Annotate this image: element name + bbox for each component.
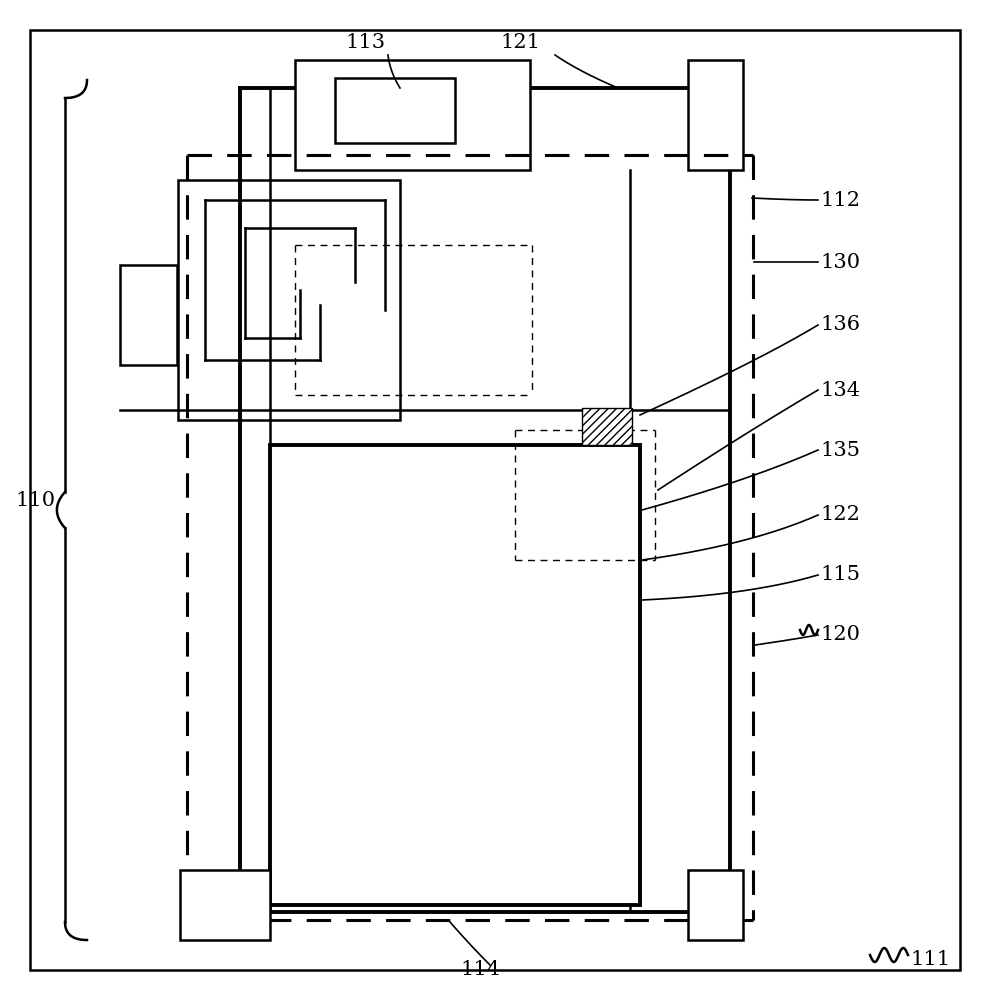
Text: 115: 115 xyxy=(819,566,859,584)
Bar xyxy=(687,870,743,940)
Text: 134: 134 xyxy=(819,380,859,399)
Text: 120: 120 xyxy=(819,626,859,645)
Text: 121: 121 xyxy=(500,33,540,52)
Bar xyxy=(178,180,400,420)
Bar xyxy=(581,408,631,445)
Text: 122: 122 xyxy=(819,506,859,524)
Text: 111: 111 xyxy=(910,950,949,969)
Text: 136: 136 xyxy=(819,316,859,334)
Text: 114: 114 xyxy=(459,960,500,979)
Bar xyxy=(687,60,743,170)
Bar xyxy=(180,870,269,940)
Text: 135: 135 xyxy=(819,440,859,460)
Bar xyxy=(294,60,530,170)
Text: 113: 113 xyxy=(345,33,385,52)
Text: 110: 110 xyxy=(15,490,55,510)
Text: 130: 130 xyxy=(819,252,859,271)
Bar xyxy=(269,445,639,905)
Text: 112: 112 xyxy=(819,190,859,210)
Bar xyxy=(178,180,400,420)
Bar xyxy=(335,78,454,143)
Bar xyxy=(120,265,177,365)
